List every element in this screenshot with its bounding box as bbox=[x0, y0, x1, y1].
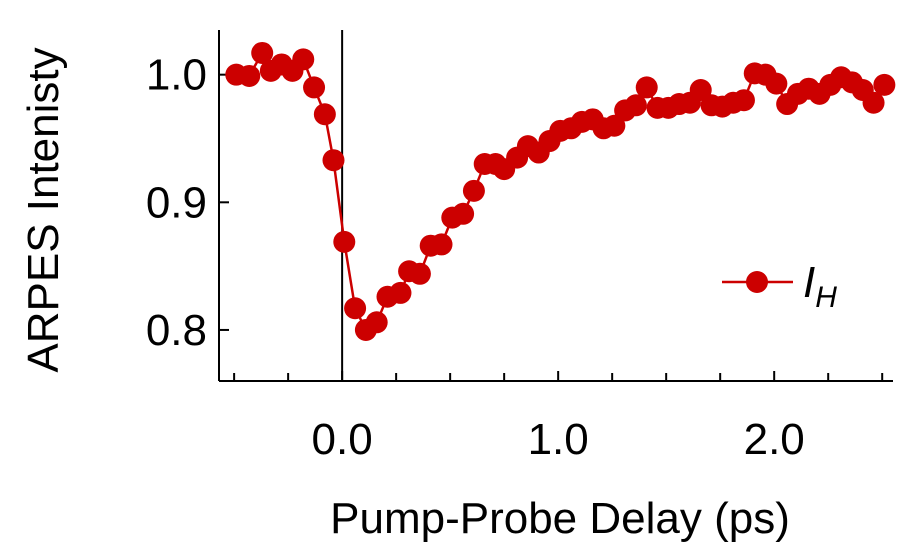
legend: IH bbox=[722, 258, 837, 314]
data-point bbox=[313, 103, 336, 126]
data-point bbox=[462, 179, 485, 202]
tick-labels: 0.8 0.9 1.0 0.0 1.0 2.0 bbox=[146, 51, 805, 464]
data-point bbox=[408, 262, 431, 285]
data-point bbox=[873, 73, 896, 96]
data-point bbox=[292, 48, 315, 71]
data-point bbox=[765, 72, 788, 95]
y-tick-label: 1.0 bbox=[146, 51, 207, 100]
data-point bbox=[732, 89, 755, 112]
data-point bbox=[603, 114, 626, 137]
y-tick-label: 0.9 bbox=[146, 178, 207, 227]
data-point bbox=[862, 91, 885, 114]
data-point bbox=[635, 76, 658, 99]
data-point bbox=[452, 202, 475, 225]
x-tick-label: 0.0 bbox=[312, 415, 373, 464]
data-point bbox=[389, 281, 412, 304]
legend-series-subscript: H bbox=[815, 281, 837, 314]
data-point bbox=[344, 297, 367, 320]
data-point bbox=[365, 311, 388, 334]
x-tick-label: 1.0 bbox=[528, 415, 589, 464]
data-point bbox=[322, 149, 345, 172]
legend-series-label: IH bbox=[803, 258, 837, 314]
series-layer bbox=[225, 41, 896, 341]
data-point bbox=[333, 230, 356, 253]
legend-series-name: I bbox=[803, 258, 815, 307]
data-point bbox=[689, 78, 712, 101]
y-axis-title: ARPES Intenisty bbox=[19, 47, 68, 372]
data-point bbox=[624, 94, 647, 117]
data-point bbox=[251, 41, 274, 64]
y-tick-label: 0.8 bbox=[146, 306, 207, 355]
x-tick-label: 2.0 bbox=[744, 415, 805, 464]
data-point bbox=[238, 64, 261, 87]
data-point bbox=[303, 76, 326, 99]
x-axis-title: Pump-Probe Delay (ps) bbox=[330, 494, 790, 543]
data-point bbox=[430, 233, 453, 256]
legend-marker-swatch bbox=[746, 271, 768, 293]
